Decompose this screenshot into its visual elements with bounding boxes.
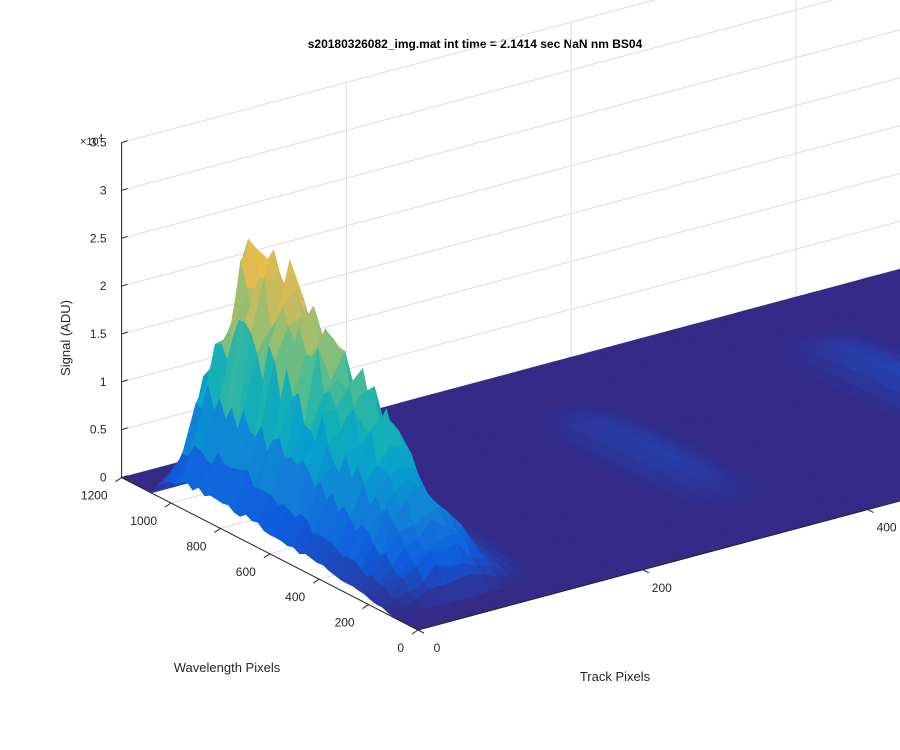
grid-line	[121, 0, 657, 144]
surface-plot	[120, 238, 900, 631]
grid-line	[121, 29, 900, 239]
grid-line	[121, 125, 900, 335]
grid-line	[121, 172, 900, 383]
chart-title: s20180326082_img.mat int time = 2.1414 s…	[308, 37, 643, 51]
grid-line	[121, 77, 900, 287]
grid-line	[121, 0, 835, 191]
